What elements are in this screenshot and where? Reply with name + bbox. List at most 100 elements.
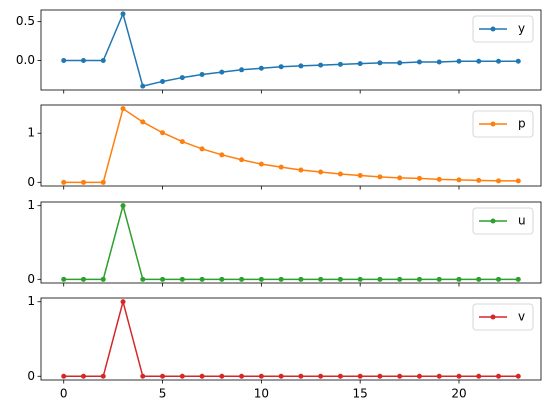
point (179, 373, 185, 379)
point (515, 276, 521, 282)
y-tick-label: 0.0 (16, 53, 35, 67)
point (140, 373, 146, 379)
point (357, 172, 363, 178)
point (100, 57, 106, 63)
x-tick-label: 10 (254, 387, 269, 401)
point (416, 59, 422, 65)
axes-frame (40, 201, 542, 284)
legend-label: y (518, 22, 525, 36)
point (515, 373, 521, 379)
y-tick-label: 0 (27, 369, 35, 383)
point (318, 62, 324, 68)
axes-frame (40, 104, 542, 187)
point (140, 83, 146, 89)
point (476, 276, 482, 282)
legend-marker (490, 121, 496, 127)
x-tick-label: 0 (60, 387, 68, 401)
point (80, 373, 86, 379)
point (397, 60, 403, 66)
y-tick-label: 0.5 (16, 14, 35, 28)
point (476, 373, 482, 379)
point (515, 178, 521, 184)
point (239, 276, 245, 282)
point (120, 11, 126, 17)
point (278, 276, 284, 282)
point (416, 276, 422, 282)
point (416, 373, 422, 379)
y-tick-label: 1 (27, 126, 35, 140)
legend-marker (490, 218, 496, 224)
point (258, 161, 264, 167)
axes-frame (40, 9, 542, 91)
point (179, 75, 185, 81)
point (219, 373, 225, 379)
point (160, 276, 166, 282)
point (436, 373, 442, 379)
point (179, 276, 185, 282)
point (318, 373, 324, 379)
point (239, 67, 245, 73)
point (357, 373, 363, 379)
y-tick-label: 1 (27, 294, 35, 308)
point (416, 175, 422, 181)
point (377, 174, 383, 180)
point (397, 175, 403, 181)
point (61, 179, 67, 185)
point (397, 276, 403, 282)
point (318, 169, 324, 175)
point (239, 373, 245, 379)
point (357, 276, 363, 282)
y-tick-label: 1 (27, 198, 35, 212)
line (63, 107, 519, 184)
point (160, 373, 166, 379)
point (120, 203, 126, 209)
point (80, 57, 86, 63)
point (377, 373, 383, 379)
y-tick-label: 0 (27, 175, 35, 189)
point (377, 276, 383, 282)
point (456, 58, 462, 64)
point (61, 276, 67, 282)
point (337, 171, 343, 177)
point (219, 276, 225, 282)
point (120, 299, 126, 305)
point (61, 57, 67, 63)
point (436, 176, 442, 182)
x-tick-label: 15 (353, 387, 368, 401)
point (160, 78, 166, 84)
point (456, 373, 462, 379)
point (298, 373, 304, 379)
point (199, 146, 205, 152)
point (337, 276, 343, 282)
point (199, 373, 205, 379)
point (120, 106, 126, 112)
point (496, 178, 502, 184)
point (298, 167, 304, 173)
point (100, 276, 106, 282)
line (63, 11, 519, 88)
legend-label: p (518, 117, 526, 131)
point (258, 276, 264, 282)
legend-marker (490, 26, 496, 32)
point (239, 157, 245, 163)
point (278, 64, 284, 70)
point (397, 373, 403, 379)
point (298, 276, 304, 282)
point (80, 276, 86, 282)
line (63, 202, 519, 281)
point (298, 63, 304, 69)
point (258, 373, 264, 379)
y-tick-label: 0 (27, 272, 35, 286)
point (357, 61, 363, 67)
point (278, 164, 284, 170)
line (63, 298, 519, 378)
point (515, 58, 521, 64)
point (456, 276, 462, 282)
x-tick-label: 20 (451, 387, 466, 401)
legend-label: u (518, 214, 526, 228)
point (436, 59, 442, 65)
point (100, 373, 106, 379)
point (140, 119, 146, 125)
